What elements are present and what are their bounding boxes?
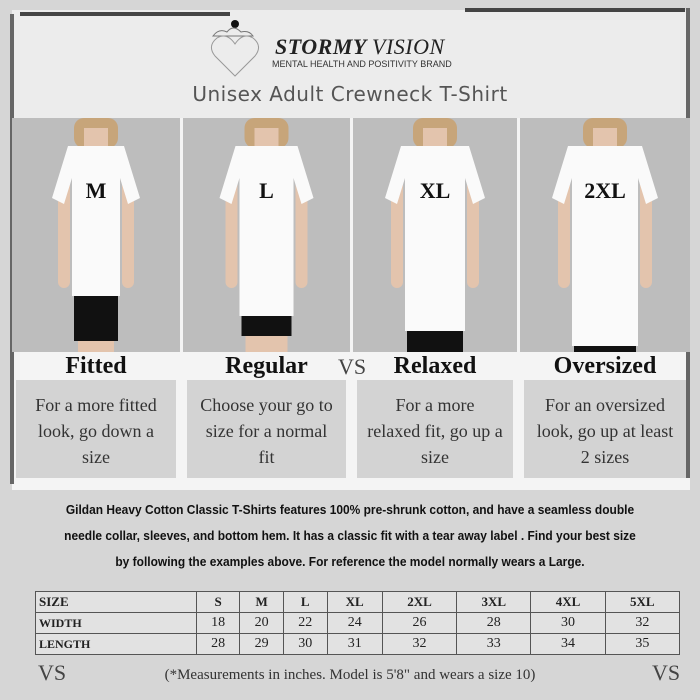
- table-cell: 30: [282, 633, 328, 655]
- decor-bar: [20, 12, 230, 16]
- table-cell: 18: [195, 612, 241, 634]
- monogram-logo: VS: [38, 660, 67, 685]
- model-figure-icon: [552, 118, 658, 352]
- table-header-cell: XL: [326, 591, 383, 613]
- size-label: M: [85, 178, 107, 203]
- table-header-cell: SIZE: [35, 591, 197, 613]
- fit-description: For a more relaxed fit, go up a size: [357, 380, 513, 478]
- table-cell: 34: [530, 633, 606, 655]
- table-cell: 28: [456, 612, 532, 634]
- model-figure-icon: [385, 118, 485, 352]
- brand-name-light: VISION: [372, 34, 445, 59]
- fit-label-oversized: Oversized: [553, 353, 657, 379]
- table-cell: WIDTH: [35, 612, 197, 634]
- table-cell: 28: [195, 633, 241, 655]
- table-row-width: WIDTH 18 20 22 24 26 28 30 32: [35, 612, 681, 634]
- fit-description: For an oversized look, go up at least 2 …: [524, 380, 686, 478]
- table-header-cell: L: [282, 591, 328, 613]
- table-header-cell: 4XL: [530, 591, 606, 613]
- brand-name-bold: STORMY: [275, 34, 367, 59]
- size-table: SIZE S M L XL 2XL 3XL 4XL 5XL WIDTH 18 20 22 24 26 28 3…: [35, 591, 681, 655]
- decor-bar: [465, 8, 685, 12]
- model-photo-m: M: [12, 118, 180, 352]
- page-title: Unisex Adult Crewneck T-Shirt: [192, 82, 508, 106]
- fit-label-fitted: Fitted: [65, 353, 127, 379]
- model-photo-xl: XL: [353, 118, 517, 352]
- table-cell: 35: [604, 633, 681, 655]
- table-header-cell: 3XL: [456, 591, 532, 613]
- fit-label-regular: Regular: [225, 353, 308, 379]
- brand-name: STORMY VISION: [275, 34, 445, 60]
- table-cell: 32: [604, 612, 681, 634]
- brand-tagline: MENTAL HEALTH AND POSITIVITY BRAND: [272, 59, 452, 69]
- table-header-cell: S: [195, 591, 241, 613]
- table-cell: 31: [326, 633, 383, 655]
- model-figure-icon: [52, 118, 140, 352]
- model-figure-icon: [219, 118, 314, 352]
- fit-label-relaxed: Relaxed: [393, 353, 477, 379]
- size-label: XL: [419, 178, 451, 203]
- table-cell: 30: [530, 612, 606, 634]
- measurement-note: (*Measurements in inches. Model is 5'8" …: [164, 667, 536, 683]
- table-cell: 29: [239, 633, 284, 655]
- table-cell: 33: [456, 633, 532, 655]
- product-description: Gildan Heavy Cotton Classic T-Shirts fea…: [64, 502, 636, 569]
- table-header-cell: M: [239, 591, 284, 613]
- model-photo-l: L: [183, 118, 350, 352]
- table-cell: 20: [239, 612, 284, 634]
- size-label: L: [259, 178, 274, 203]
- table-header-cell: 5XL: [604, 591, 681, 613]
- model-photo-2xl: 2XL: [520, 118, 690, 352]
- table-cell: LENGTH: [35, 633, 197, 655]
- brand-logo-icon: [211, 20, 259, 77]
- header: [12, 10, 690, 118]
- fit-description: For a more fitted look, go down a size: [16, 380, 176, 478]
- table-cell: 24: [326, 612, 383, 634]
- table-row-length: LENGTH 28 29 30 31 32 33 34 35: [35, 633, 681, 655]
- table-cell: 22: [282, 612, 328, 634]
- size-label: 2XL: [584, 178, 626, 203]
- monogram-logo: VS: [338, 354, 367, 379]
- table-cell: 32: [381, 633, 458, 655]
- monogram-logo: VS: [652, 660, 681, 685]
- table-header-cell: 2XL: [381, 591, 458, 613]
- table-header-row: SIZE S M L XL 2XL 3XL 4XL 5XL: [35, 591, 681, 613]
- table-cell: 26: [381, 612, 458, 634]
- fit-description: Choose your go to size for a normal fit: [187, 380, 346, 478]
